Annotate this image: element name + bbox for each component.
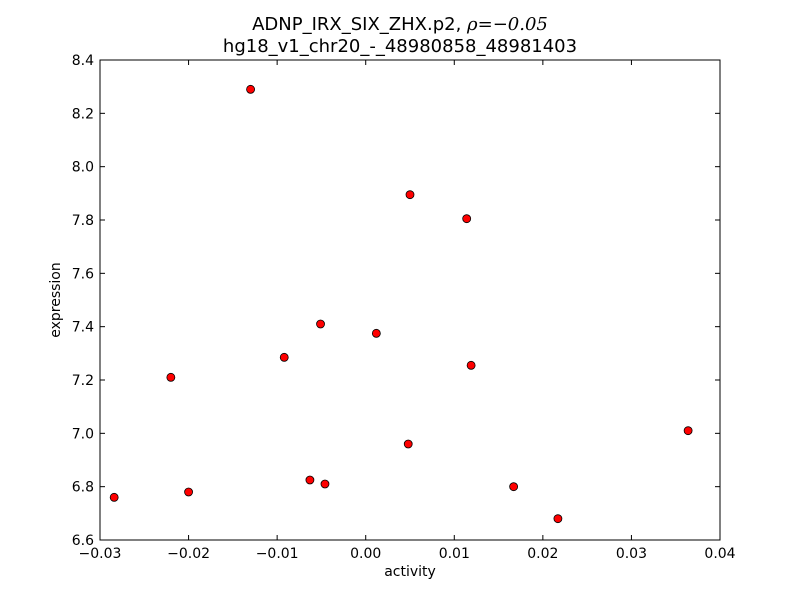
x-axis-label: activity [384, 564, 436, 580]
points-layer [109, 84, 693, 524]
data-point [509, 482, 519, 492]
chart-title-line1: ADNP_IRX_SIX_ZHX.p2, ρ=−0.05 [252, 14, 548, 35]
data-point [403, 439, 413, 449]
data-point [371, 328, 381, 338]
data-point [320, 479, 330, 489]
x-tick-label: −0.02 [167, 546, 210, 562]
y-axis-label: expression [48, 262, 64, 338]
data-point [405, 190, 415, 200]
data-point [166, 372, 176, 382]
y-tick-label: 6.8 [72, 480, 94, 496]
y-tick-label: 7.2 [72, 373, 94, 389]
x-tick-label: 0.04 [704, 546, 735, 562]
data-point [462, 214, 472, 224]
y-tick-label: 6.6 [72, 533, 94, 549]
x-tick-label: 0.03 [616, 546, 647, 562]
data-point [553, 514, 563, 524]
ticks-layer: −0.03 −0.02 −0.01 0.00 0.01 0.02 0.03 0.04 6.6 6.… [72, 53, 736, 562]
x-tick-label: −0.01 [256, 546, 299, 562]
data-point [184, 487, 193, 497]
data-point [466, 360, 476, 370]
data-point [316, 319, 325, 329]
y-tick-label: 7.0 [72, 426, 94, 442]
data-point [246, 84, 255, 94]
data-point [305, 475, 315, 485]
data-point [683, 426, 693, 436]
x-tick-label: 0.01 [439, 546, 470, 562]
y-tick-label: 7.6 [72, 266, 94, 282]
data-point [279, 352, 289, 362]
y-tick-label: 8.0 [72, 160, 94, 176]
y-tick-label: 8.4 [72, 53, 94, 69]
y-tick-label: 8.2 [72, 106, 94, 122]
plot-frame [99, 59, 721, 541]
chart-title-line2: hg18_v1_chr20_-_48980858_48981403 [223, 36, 577, 57]
data-point [109, 492, 119, 502]
x-tick-label: 0.00 [350, 546, 381, 562]
x-tick-label: −0.03 [79, 546, 122, 562]
x-tick-label: 0.02 [527, 546, 558, 562]
y-tick-label: 7.8 [72, 213, 94, 229]
y-tick-label: 7.4 [72, 320, 94, 336]
